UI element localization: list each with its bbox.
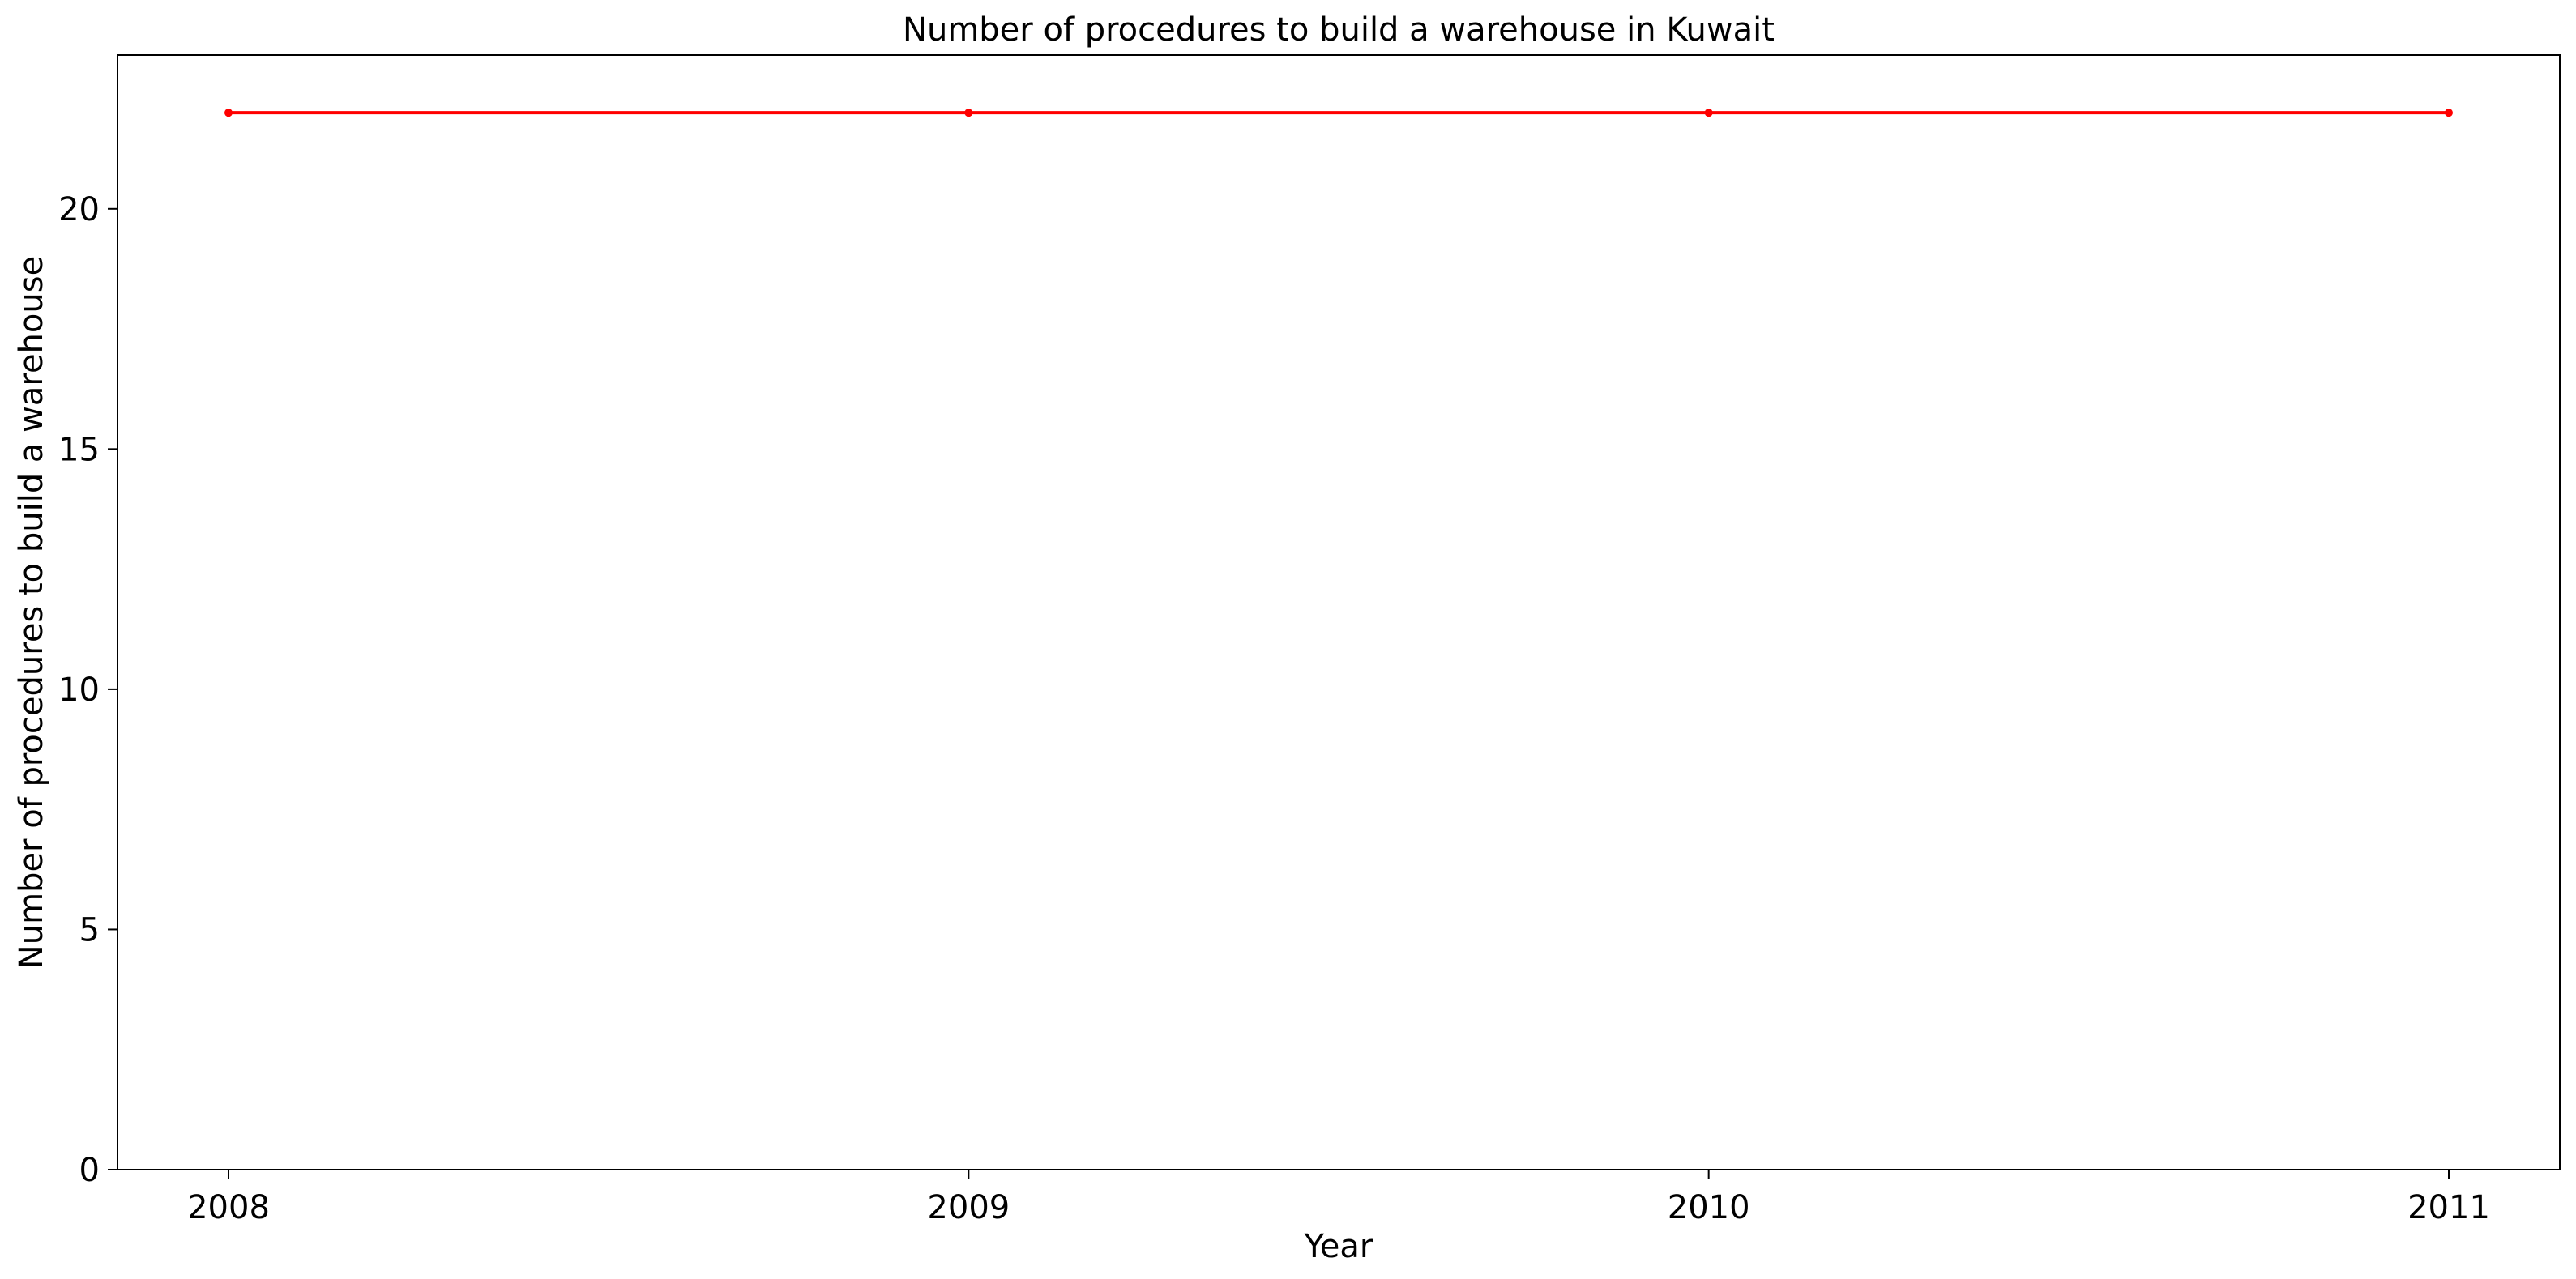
data-point <box>224 109 233 117</box>
y-axis-label: Number of procedures to build a warehous… <box>13 256 50 969</box>
x-tick-label: 2008 <box>187 1189 270 1226</box>
x-tick-label: 2011 <box>2407 1189 2490 1226</box>
y-tick-label: 5 <box>79 911 100 949</box>
y-axis: 0 5 10 15 20 <box>58 191 117 1189</box>
plot-area-frame <box>117 54 2561 1170</box>
y-tick-label: 15 <box>58 431 100 468</box>
x-tick-label: 2010 <box>1668 1189 1750 1226</box>
y-tick-label: 0 <box>79 1152 100 1189</box>
x-axis: 2008 2009 2010 2011 <box>187 1170 2490 1226</box>
data-point <box>2445 109 2453 117</box>
x-axis-label: Year <box>1304 1228 1373 1265</box>
chart-title: Number of procedures to build a warehous… <box>903 11 1775 49</box>
data-point <box>964 109 973 117</box>
data-point <box>1704 109 1713 117</box>
series-layer <box>224 109 2453 117</box>
y-tick-label: 20 <box>58 191 100 228</box>
y-tick-label: 10 <box>58 671 100 709</box>
x-tick-label: 2009 <box>927 1189 1010 1226</box>
